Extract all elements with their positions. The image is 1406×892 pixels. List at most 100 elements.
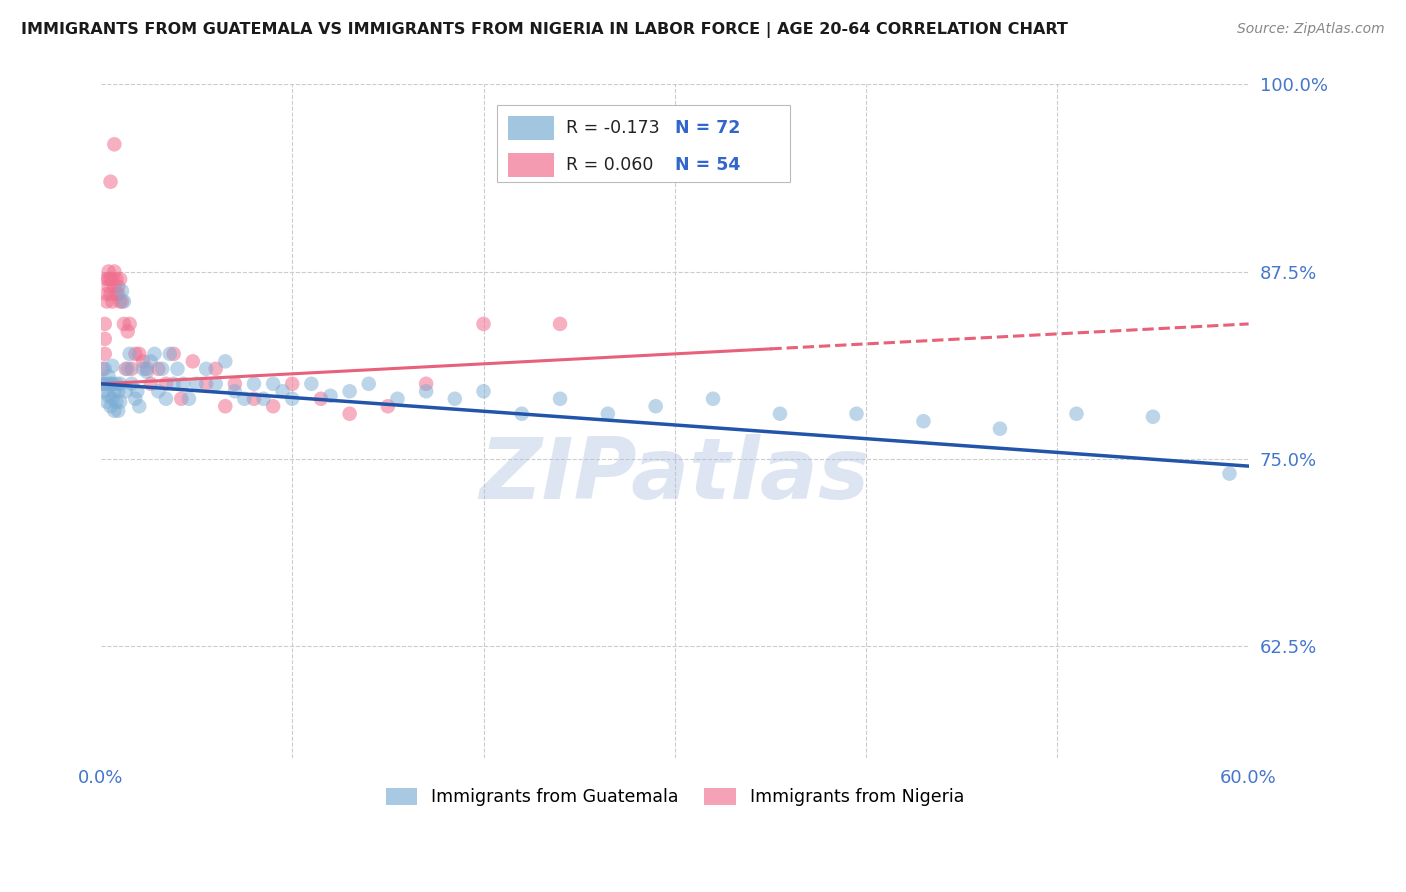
Text: Source: ZipAtlas.com: Source: ZipAtlas.com — [1237, 22, 1385, 37]
Point — [96, 376, 118, 391]
Point — [769, 407, 792, 421]
Point — [177, 392, 200, 406]
Point — [357, 376, 380, 391]
Point — [103, 403, 125, 417]
Point — [114, 384, 136, 399]
Point — [105, 394, 128, 409]
Point — [262, 376, 284, 391]
Point — [96, 272, 118, 286]
Point — [97, 389, 120, 403]
Point — [204, 361, 226, 376]
Point — [108, 376, 131, 391]
Text: R = 0.060: R = 0.060 — [565, 156, 654, 174]
Point — [94, 332, 117, 346]
Point — [117, 325, 139, 339]
Point — [94, 384, 117, 399]
Text: ZIPatlas: ZIPatlas — [479, 434, 870, 516]
Point — [108, 394, 131, 409]
Text: R = -0.173: R = -0.173 — [565, 120, 659, 137]
Point — [163, 347, 186, 361]
Point — [204, 376, 226, 391]
Point — [91, 361, 114, 376]
Point — [281, 392, 304, 406]
Point — [94, 317, 117, 331]
Point — [103, 384, 125, 399]
Point — [107, 403, 129, 417]
Point — [97, 264, 120, 278]
Point — [94, 361, 117, 376]
Point — [415, 376, 437, 391]
Point — [108, 272, 131, 286]
Point — [214, 399, 236, 413]
Point — [112, 294, 135, 309]
Point — [127, 384, 149, 399]
Point — [96, 394, 118, 409]
Point — [252, 392, 274, 406]
Point — [91, 376, 114, 391]
Point — [148, 384, 170, 399]
Point — [262, 399, 284, 413]
Point — [121, 376, 143, 391]
Point — [172, 376, 194, 391]
Point — [100, 272, 122, 286]
Point — [548, 317, 571, 331]
Point — [100, 175, 122, 189]
Point — [988, 422, 1011, 436]
Point — [101, 272, 124, 286]
Point — [118, 347, 141, 361]
Point — [128, 399, 150, 413]
Text: IMMIGRANTS FROM GUATEMALA VS IMMIGRANTS FROM NIGERIA IN LABOR FORCE | AGE 20-64 : IMMIGRANTS FROM GUATEMALA VS IMMIGRANTS … — [21, 22, 1069, 38]
Point — [339, 384, 361, 399]
Point — [472, 384, 495, 399]
Point — [339, 407, 361, 421]
Point — [135, 365, 157, 379]
Point — [224, 376, 246, 391]
Text: N = 54: N = 54 — [675, 156, 740, 174]
Point — [415, 384, 437, 399]
Point — [124, 347, 146, 361]
Legend: Immigrants from Guatemala, Immigrants from Nigeria: Immigrants from Guatemala, Immigrants fr… — [378, 781, 970, 814]
Point — [243, 376, 266, 391]
Point — [387, 392, 409, 406]
Point — [103, 279, 125, 293]
Point — [97, 272, 120, 286]
Point — [100, 376, 122, 391]
Point — [596, 407, 619, 421]
Point — [100, 287, 122, 301]
Point — [243, 392, 266, 406]
Point — [166, 361, 188, 376]
Point — [472, 317, 495, 331]
Point — [443, 392, 465, 406]
Point — [128, 347, 150, 361]
Point — [148, 361, 170, 376]
Point — [233, 392, 256, 406]
Point — [96, 294, 118, 309]
FancyBboxPatch shape — [509, 153, 554, 178]
FancyBboxPatch shape — [509, 116, 554, 140]
Point — [186, 376, 208, 391]
Point — [548, 392, 571, 406]
Point — [150, 361, 173, 376]
Point — [845, 407, 868, 421]
Point — [103, 137, 125, 152]
Point — [105, 272, 128, 286]
Point — [105, 287, 128, 301]
Point — [111, 284, 134, 298]
Point — [195, 376, 218, 391]
Point — [1066, 407, 1088, 421]
Point — [108, 294, 131, 309]
Point — [135, 361, 157, 376]
Point — [1142, 409, 1164, 424]
Point — [281, 376, 304, 391]
Point — [112, 317, 135, 331]
Point — [377, 399, 399, 413]
Point — [1218, 467, 1240, 481]
Point — [94, 347, 117, 361]
Point — [111, 294, 134, 309]
Point — [163, 376, 186, 391]
Point — [702, 392, 724, 406]
Point — [309, 392, 332, 406]
Point — [124, 392, 146, 406]
Point — [105, 376, 128, 391]
Text: N = 72: N = 72 — [675, 120, 740, 137]
